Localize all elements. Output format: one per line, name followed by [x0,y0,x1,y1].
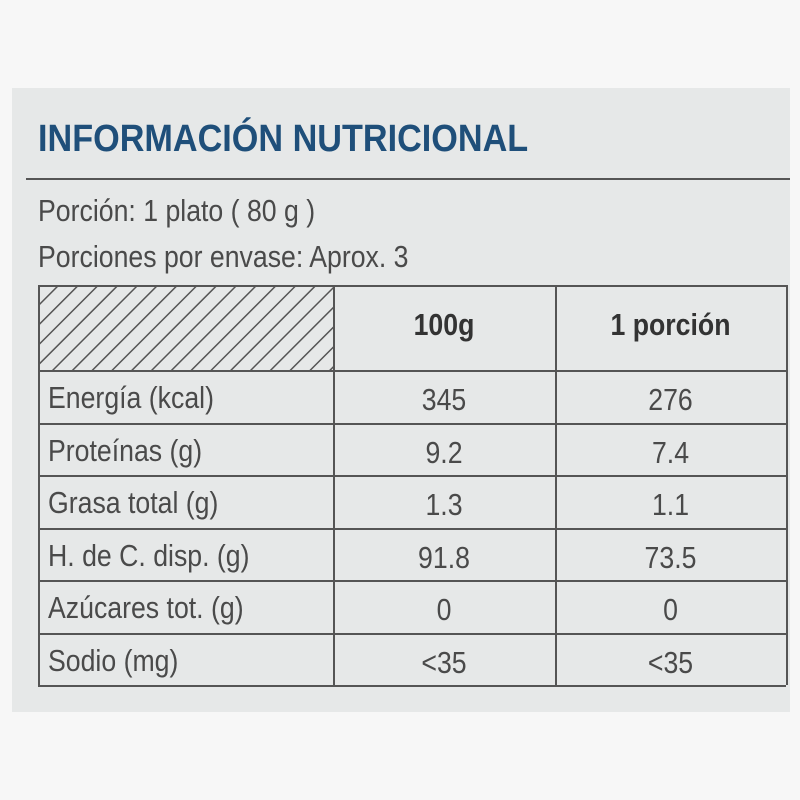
portion: Porción: 1 plato ( 80 g ) [38,193,316,228]
table-border [38,370,786,372]
value-100g: <35 [421,644,467,680]
column-header: 1 porción [610,307,731,342]
label-panel: INFORMACIÓN NUTRICIONAL Porción: 1 plato… [12,88,790,712]
hatch-cell [38,285,333,370]
row-border [38,422,786,425]
value-portion: 276 [648,382,693,417]
per-package: Porciones por envase: Aprox. 3 [38,239,409,274]
rule [26,178,790,180]
table-border [38,285,40,685]
table-border [38,285,786,287]
table-border [786,285,788,685]
row-border [38,685,786,687]
table-border [555,285,557,685]
column-header: 100g [413,307,475,342]
nutrient-name: Sodio (mg) [48,642,179,678]
value-100g: 91.8 [418,539,470,575]
table-border [333,285,335,685]
nutrient-name: Azúcares tot. (g) [48,590,244,625]
value-portion: 1.1 [651,487,690,522]
value-100g: 9.2 [425,434,463,470]
row-border [38,580,786,582]
row-border [38,475,786,477]
nutrient-name: H. de C. disp. (g) [48,537,250,573]
value-portion: 73.5 [644,539,697,575]
value-100g: 345 [421,382,467,417]
title: INFORMACIÓN NUTRICIONAL [38,118,529,160]
nutrient-name: Energía (kcal) [48,380,214,415]
row-border [38,527,786,530]
value-100g: 0 [436,592,452,627]
nutrient-name: Grasa total (g) [48,485,219,520]
value-portion: 7.4 [651,434,690,470]
value-portion: <35 [647,644,694,680]
value-portion: 0 [663,592,678,627]
row-border [38,632,786,635]
value-100g: 1.3 [425,487,463,522]
nutrient-name: Proteínas (g) [48,432,203,468]
